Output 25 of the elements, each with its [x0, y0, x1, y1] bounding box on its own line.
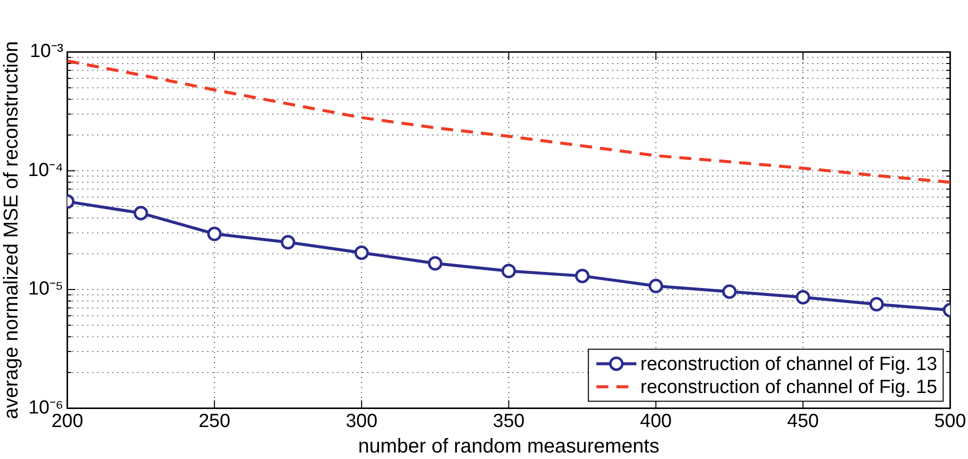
point [134, 206, 148, 220]
point [796, 290, 810, 304]
x-tick-label: 350 [492, 410, 525, 432]
point [869, 297, 884, 312]
y-tick-label: 10⁻³ [30, 41, 64, 62]
legend-label: reconstruction of channel of Fig. 13 [640, 354, 938, 375]
y-tick-label: 10⁻⁵ [28, 278, 64, 300]
point [207, 226, 222, 242]
x-axis-title: number of random measurements [358, 436, 660, 458]
point [428, 256, 442, 271]
y-axis-title: average normalized MSE of reconstruction [0, 41, 23, 420]
x-tick-label: 300 [346, 410, 378, 432]
x-tick-label: 400 [640, 410, 672, 432]
point [575, 268, 590, 284]
point [648, 278, 664, 294]
point [501, 264, 516, 278]
point [280, 234, 296, 250]
line-series [67, 59, 950, 184]
legend-label: reconstruction of channel of Fig. 15 [640, 376, 938, 398]
point [354, 245, 369, 260]
x-tick-label: 450 [787, 410, 819, 432]
y-tick-label: 10⁻⁴ [28, 160, 64, 181]
point [722, 284, 737, 299]
x-tick-label: 500 [934, 410, 966, 432]
x-tick-label: 250 [198, 410, 230, 432]
